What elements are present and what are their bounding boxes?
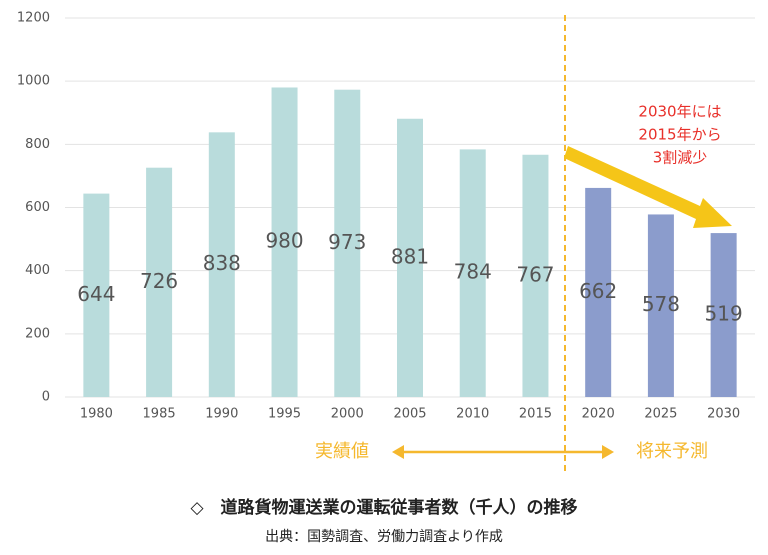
x-tick-label: 2000 <box>331 407 364 422</box>
value-label: 881 <box>391 244 429 268</box>
x-tick-label: 1995 <box>268 407 301 422</box>
bar <box>271 87 298 397</box>
bar <box>83 193 110 397</box>
y-tick-label: 0 <box>42 390 50 405</box>
value-label: 578 <box>642 292 680 316</box>
period-arrow <box>392 445 614 459</box>
bar <box>334 89 361 398</box>
y-tick-label: 1200 <box>17 11 50 26</box>
note-line: 3割減少 <box>653 149 708 167</box>
value-label: 519 <box>705 302 743 326</box>
bar <box>522 154 549 397</box>
value-label: 973 <box>328 230 366 254</box>
x-tick-label: 1990 <box>205 407 238 422</box>
y-tick-label: 600 <box>25 200 50 215</box>
y-tick-label: 400 <box>25 263 50 278</box>
bar <box>710 233 737 397</box>
x-tick-label: 2010 <box>456 407 489 422</box>
bar <box>146 167 173 397</box>
bar <box>459 149 486 397</box>
value-label: 838 <box>203 251 241 275</box>
value-label: 980 <box>265 229 303 253</box>
x-tick-label: 2025 <box>644 407 677 422</box>
note-line: 2030年には <box>638 103 721 121</box>
value-label: 767 <box>516 262 554 286</box>
note-line: 2015年から <box>638 126 721 144</box>
y-tick-label: 200 <box>25 326 50 341</box>
x-tick-label: 2005 <box>393 407 426 422</box>
x-tick-label: 2015 <box>519 407 552 422</box>
x-tick-label: 1980 <box>80 407 113 422</box>
x-tick-label: 1985 <box>143 407 176 422</box>
value-label: 644 <box>77 282 115 306</box>
x-tick-label: 2030 <box>707 407 740 422</box>
bar <box>397 118 423 398</box>
decline-arrow <box>564 146 732 228</box>
y-tick-label: 1000 <box>17 74 50 89</box>
forecast-label: 将来予測 <box>636 441 708 462</box>
source: 出典：国勢調査、労働力調査より作成 <box>265 529 503 545</box>
value-label: 784 <box>454 260 492 284</box>
y-tick-label: 800 <box>25 137 50 152</box>
bar <box>585 187 612 397</box>
value-label: 662 <box>579 279 617 303</box>
chart-title: ◇ 道路貨物運送業の運転従事者数（千人）の推移 <box>190 497 577 518</box>
actual-label: 実績値 <box>315 441 369 462</box>
x-tick-label: 2020 <box>582 407 615 422</box>
bar <box>647 214 674 397</box>
bar <box>208 132 235 397</box>
value-label: 726 <box>140 269 178 293</box>
